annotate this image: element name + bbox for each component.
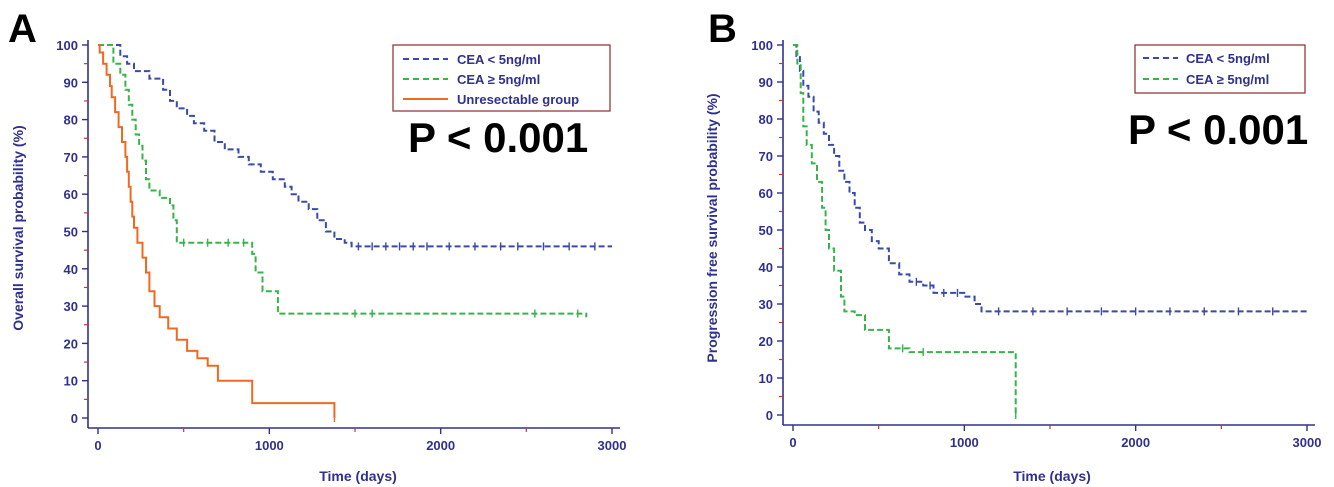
- chart-a-legend-label-unresectable: Unresectable group: [457, 92, 579, 107]
- chart-b-series: [793, 44, 1307, 419]
- chart-b-x-tick-label: 3000: [1293, 435, 1322, 450]
- chart-a-y-tick-label: 40: [64, 262, 78, 277]
- chart-a-series: [98, 44, 612, 422]
- chart-a-y-tick-label: 60: [64, 187, 78, 202]
- chart-b-y-tick-label: 60: [759, 186, 773, 201]
- chart-a-y-tick-label: 0: [71, 411, 78, 426]
- panel-letter-a: A: [8, 7, 37, 51]
- chart-a-x-tick-label: 2000: [426, 438, 455, 453]
- chart-b-legend-label-cea-low: CEA < 5ng/ml: [1186, 51, 1270, 66]
- chart-b-x-tick-label: 2000: [1121, 435, 1150, 450]
- chart-b-y-tick-label: 0: [766, 408, 773, 423]
- chart-b-y-tick-label: 10: [759, 371, 773, 386]
- chart-b-y-tick-label: 50: [759, 223, 773, 238]
- chart-a-y-tick-label: 20: [64, 336, 78, 351]
- chart-b-x-axis-title: Time (days): [1013, 468, 1091, 484]
- chart-b-y-tick-label: 20: [759, 334, 773, 349]
- chart-a-series-cea-5ng-ml-line: [98, 44, 588, 318]
- chart-a-y-axis-title: Overall survival probability (%): [10, 125, 26, 330]
- chart-b-p-value: P < 0.001: [1128, 106, 1308, 153]
- chart-a-legend-label-cea-low: CEA < 5ng/ml: [457, 52, 541, 67]
- chart-a-y-tick-label: 50: [64, 225, 78, 240]
- chart-a-y-tick-label: 30: [64, 299, 78, 314]
- chart-a-legend-label-cea-high: CEA ≥ 5ng/ml: [457, 72, 540, 87]
- chart-b-y-tick-label: 90: [759, 75, 773, 90]
- panel-letter-b: B: [708, 7, 737, 51]
- chart-b-y-tick-label: 70: [759, 149, 773, 164]
- chart-a-x-tick-label: 1000: [255, 438, 284, 453]
- chart-b-series-cea-5ng-ml-line: [793, 44, 1307, 313]
- chart-a-x-tick-label: 3000: [598, 438, 627, 453]
- chart-a-y-tick-label: 10: [64, 374, 78, 389]
- chart-b-series-cea-5ng-ml-line: [793, 44, 1017, 415]
- chart-b-y-tick-label: 30: [759, 297, 773, 312]
- chart-a-x-tick-label: 0: [94, 438, 101, 453]
- chart-a-y-tick-label: 100: [56, 38, 78, 53]
- chart-a-legend: CEA < 5ng/ml CEA ≥ 5ng/ml Unresectable g…: [392, 44, 611, 112]
- chart-b-x-tick-label: 0: [789, 435, 796, 450]
- chart-a-series-cea-5ng-ml-line: [98, 44, 612, 248]
- chart-b-legend: CEA < 5ng/ml CEA ≥ 5ng/ml: [1134, 44, 1306, 94]
- chart-a-x-axis-title: Time (days): [319, 468, 397, 484]
- chart-a-y-tick-label: 70: [64, 150, 78, 165]
- chart-a-y-tick-label: 80: [64, 113, 78, 128]
- chart-a-p-value: P < 0.001: [408, 114, 588, 161]
- chart-b-y-tick-label: 40: [759, 260, 773, 275]
- chart-b-legend-box: [1134, 44, 1306, 94]
- chart-b-legend-label-cea-high: CEA ≥ 5ng/ml: [1186, 72, 1269, 87]
- chart-b-y-tick-label: 100: [751, 38, 773, 53]
- chart-b-y-tick-label: 80: [759, 112, 773, 127]
- chart-a-series-unresectable-group-line: [98, 44, 336, 418]
- chart-b-x-tick-label: 1000: [950, 435, 979, 450]
- chart-a-y-tick-label: 90: [64, 75, 78, 90]
- chart-b-y-axis-title: Progression free survival probability (%…: [704, 93, 720, 362]
